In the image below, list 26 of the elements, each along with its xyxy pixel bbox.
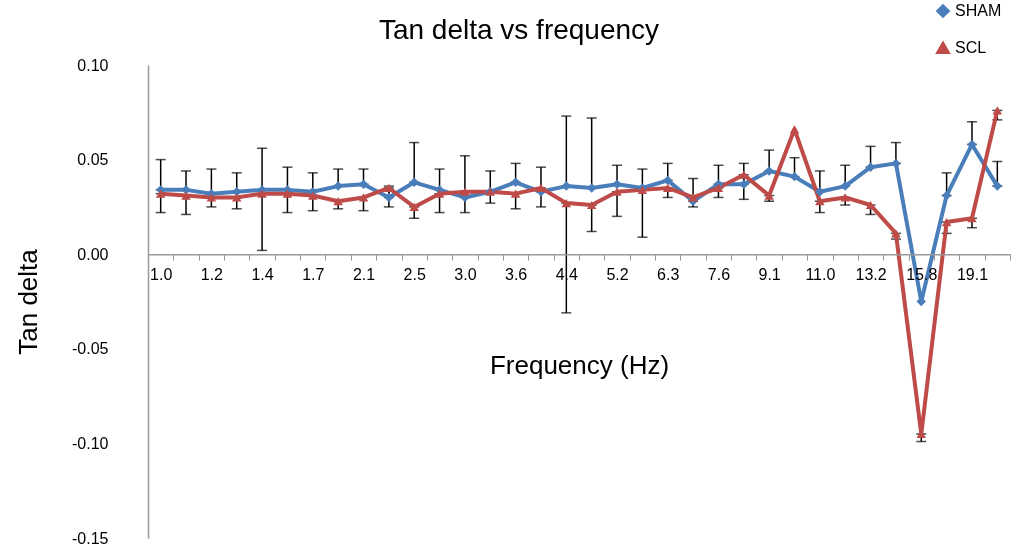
y-tick-label: -0.10 — [72, 434, 109, 452]
y-tick-label: -0.05 — [72, 340, 109, 358]
x-tick-label: 11.0 — [805, 265, 836, 283]
x-tick-label: 7.6 — [707, 265, 731, 283]
x-tick-label: 2.1 — [352, 265, 376, 283]
x-tick-label: 9.1 — [758, 265, 781, 283]
x-tick-label: 1.0 — [150, 265, 173, 283]
x-tick-label: 1.7 — [302, 265, 325, 283]
legend-label: SCL — [955, 39, 987, 56]
chart-title: Tan delta vs frequency — [378, 14, 660, 45]
y-tick-label: -0.15 — [72, 529, 109, 547]
x-tick-label: 3.6 — [504, 265, 528, 283]
x-tick-label: 13.2 — [855, 265, 887, 283]
x-tick-label: 19.1 — [956, 265, 989, 283]
x-tick-label: 2.5 — [403, 265, 426, 283]
x-tick-label: 6.3 — [657, 265, 680, 283]
y-tick-label: 0.00 — [77, 245, 109, 263]
x-tick-label: 1.4 — [251, 265, 274, 283]
x-tick-label: 1.2 — [200, 265, 224, 283]
x-axis-title: Frequency (Hz) — [489, 349, 670, 380]
legend-label: SHAM — [955, 2, 1002, 19]
x-tick-label: 3.0 — [454, 265, 477, 283]
y-tick-label: 0.05 — [77, 151, 109, 169]
x-tick-label: 5.2 — [606, 265, 629, 283]
y-axis-title: Tan delta — [13, 248, 44, 355]
y-tick-label: 0.10 — [77, 56, 109, 74]
